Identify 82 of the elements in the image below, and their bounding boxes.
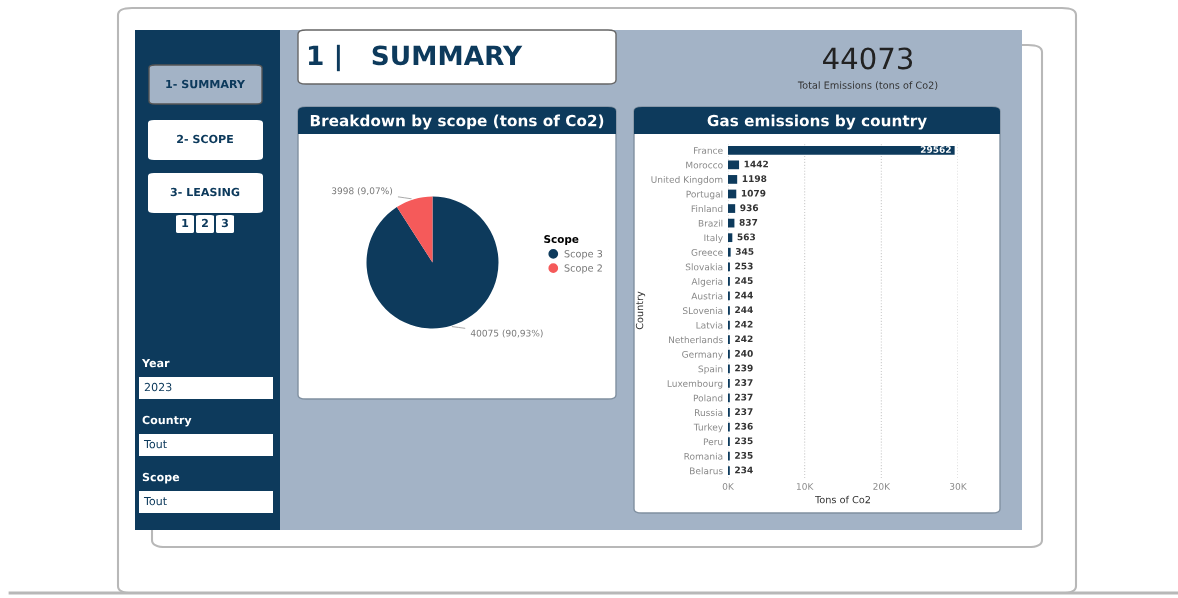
y-tick-label: Luxembourg [667, 379, 723, 389]
y-tick-label: Russia [694, 409, 723, 417]
data-label: 1079 [741, 189, 766, 197]
y-tick-label: Turkey [693, 423, 723, 433]
data-label: 40075 (90,93%) [470, 329, 543, 338]
data-label: 235 [735, 451, 753, 459]
data-label: 239 [735, 364, 753, 372]
y-tick-label: Peru [703, 438, 723, 446]
y-tick-label: Austria [691, 292, 723, 300]
bar [728, 160, 740, 170]
x-tick-label: 0K [722, 483, 735, 490]
text: Scope [142, 472, 180, 484]
text: 44073 [823, 47, 913, 70]
text: 2 [202, 218, 208, 228]
data-label: 234 [735, 466, 753, 474]
bar [728, 145, 955, 155]
data-label: 240 [735, 349, 753, 357]
data-label: 29562 [920, 146, 951, 153]
chart-title: Breakdown by scope (tons of Co2) [310, 114, 604, 130]
y-tick-label: Poland [693, 394, 723, 402]
bar [728, 204, 736, 213]
text: 2- SCOPE [177, 134, 233, 144]
bar [728, 233, 733, 243]
data-label: 237 [735, 408, 753, 416]
data-label: 1442 [744, 160, 768, 168]
text: Total Emissions (tons of Co2) [797, 81, 938, 90]
text: Tout [143, 439, 167, 449]
x-tick-label: 10K [796, 483, 814, 490]
data-label: 936 [740, 204, 759, 212]
y-tick-label: Brazil [698, 219, 723, 227]
x-tick-label: 20K [873, 483, 891, 490]
legend-title: Scope [544, 235, 579, 246]
data-label: 253 [735, 262, 753, 270]
data-label: 244 [735, 291, 753, 299]
y-tick-label: Latvia [696, 321, 723, 329]
y-tick-label: Netherlands [668, 336, 723, 344]
bar [728, 247, 731, 257]
x-tick-label: 30K [949, 483, 967, 490]
y-tick-label: Greece [691, 248, 723, 256]
text: Tout [143, 496, 167, 506]
data-label: 235 [735, 437, 753, 445]
legend-label: Scope 2 [564, 264, 602, 274]
text: 1- SUMMARY [166, 79, 246, 89]
data-label: 837 [739, 218, 758, 226]
data-label: 345 [735, 248, 754, 255]
chart-title: Gas emissions by country [707, 114, 927, 130]
data-label: 242 [735, 320, 753, 328]
text: Year [141, 358, 170, 368]
y-tick-label: Germany [682, 350, 723, 360]
pie-slice [396, 196, 433, 263]
y-tick-label: Romania [684, 452, 723, 460]
y-tick-label: United Kingdom [651, 175, 723, 185]
text: 1 | SUMMARY [308, 44, 523, 72]
data-label: 244 [735, 306, 753, 313]
y-tick-label: Italy [704, 234, 723, 243]
text: Country [142, 415, 192, 427]
y-tick-label: Finland [691, 205, 723, 213]
text: 3- LEASING [170, 187, 240, 197]
legend-label: Scope 3 [564, 250, 603, 260]
data-label: 245 [735, 277, 753, 284]
y-tick-label: Portugal [686, 190, 723, 200]
y-tick-label: Spain [698, 365, 723, 375]
data-label: 237 [735, 379, 753, 386]
x-axis-title: Tons of Co2 [815, 495, 870, 504]
y-tick-label: Algeria [691, 277, 723, 287]
data-label: 237 [735, 393, 753, 401]
bar [728, 175, 738, 184]
text: 2023 [144, 382, 172, 392]
y-tick-label: Belarus [690, 467, 723, 475]
text: 1 [182, 218, 189, 228]
data-label: 1198 [742, 175, 767, 183]
y-tick-label: Slovakia [685, 263, 723, 271]
data-label: 242 [735, 335, 753, 343]
y-axis-title: Country [635, 291, 646, 330]
data-label: 236 [735, 422, 753, 430]
pie-slice [366, 196, 499, 329]
text: 3 [221, 218, 228, 228]
data-label: 3998 (9,07%) [331, 187, 393, 196]
y-tick-label: SLovenia [682, 307, 723, 315]
y-tick-label: France [694, 147, 723, 154]
data-label: 563 [737, 233, 756, 241]
y-tick-label: Morocco [686, 161, 723, 169]
